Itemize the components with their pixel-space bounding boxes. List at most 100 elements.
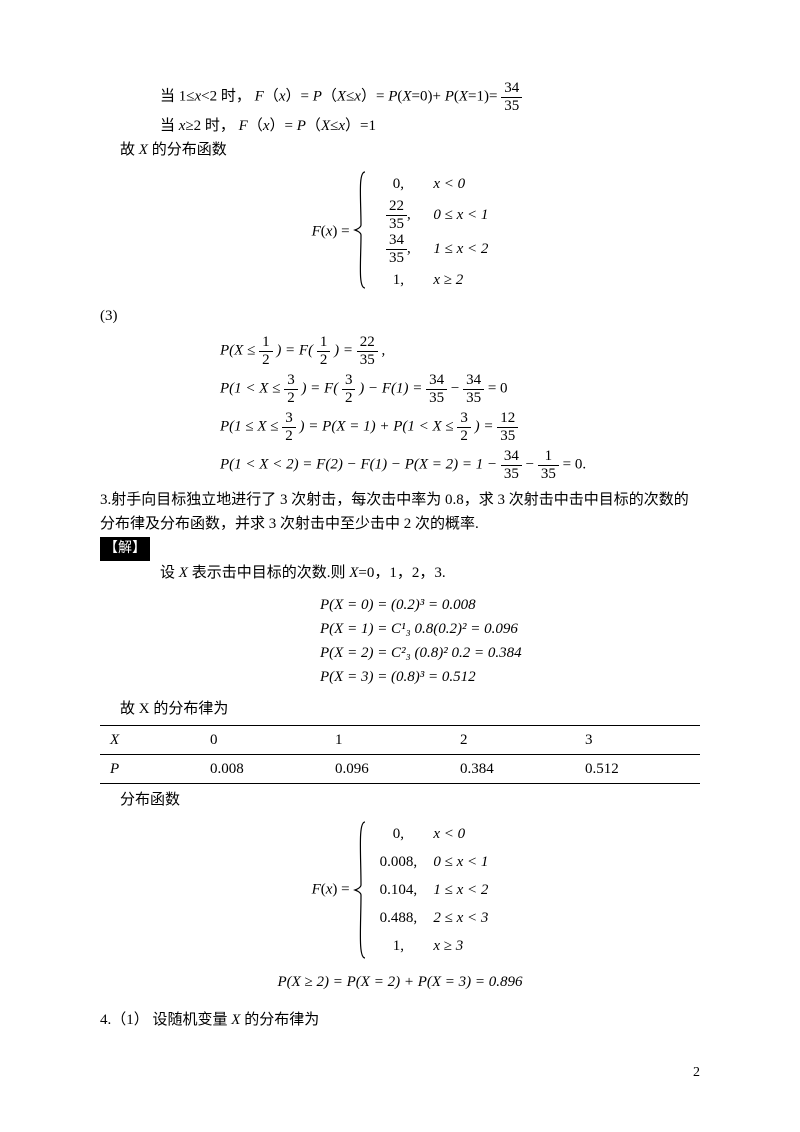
txt: ）= [361, 88, 384, 104]
var-X: X [349, 565, 358, 581]
txt: =0)+ [412, 88, 441, 104]
var-X: X [459, 88, 468, 104]
txt: ) = [475, 418, 498, 434]
piece-row: 2235,0 ≤ x < 1 [373, 198, 488, 232]
den: 2 [259, 352, 273, 369]
piece-val: 0.008, [373, 850, 423, 874]
txt: P(1 < X ≤ [220, 380, 284, 396]
cell: 3 [575, 726, 700, 755]
txt: =1)= [468, 88, 497, 104]
var-F: F [312, 223, 321, 239]
piece-val: 0.488, [373, 906, 423, 930]
table-row: X 0 1 2 3 [100, 726, 700, 755]
txt: = 0 [488, 380, 508, 396]
den: 2 [284, 390, 298, 407]
p-calc-2: P(X = 2) = C²₃ (0.8)² 0.2 = 0.384 [320, 641, 700, 665]
txt: 表示击中目标的次数.则 [188, 565, 349, 581]
txt: 的分布函数 [148, 142, 227, 158]
txt: , [381, 342, 385, 358]
txt: （ [322, 88, 337, 104]
txt: ) = [332, 223, 349, 239]
line-case-1le-x-lt2: 当 1≤x<2 时， F（x）= P（X≤x）= P(X=0)+ P(X=1)=… [160, 80, 700, 114]
txt: P(1 ≤ X ≤ [220, 418, 282, 434]
piece-row: 0.104,1 ≤ x < 2 [373, 876, 488, 904]
piece-row: 1,x ≥ 3 [373, 932, 488, 960]
jie-tag: 【解】 [100, 537, 150, 561]
den: 2 [317, 352, 331, 369]
cell: 0.384 [450, 755, 575, 784]
piece-rows: 0,x < 02235,0 ≤ x < 13435,1 ≤ x < 21,x ≥… [373, 170, 488, 294]
txt: （ [264, 88, 279, 104]
piece-cond: x < 0 [433, 172, 465, 196]
cell: 0.096 [325, 755, 450, 784]
piece-row: 0.488,2 ≤ x < 3 [373, 904, 488, 932]
txt: （ [306, 118, 321, 134]
question-3: 3.射手向目标独立地进行了 3 次射击，每次击中率为 0.8，求 3 次射击中击… [100, 488, 700, 536]
txt: ) = F( [276, 342, 313, 358]
eq-c: P(1 ≤ X ≤ 32 ) = P(X = 1) + P(1 < X ≤ 32… [220, 410, 700, 444]
piece-val: 0, [373, 822, 423, 846]
var-X: X [337, 88, 346, 104]
txt: ) = P(X = 1) + P(1 < X ≤ [300, 418, 458, 434]
line-dist-func-label: 故 X 的分布函数 [120, 138, 700, 162]
piece-cond: x ≥ 3 [433, 934, 463, 958]
num: 34 [501, 80, 522, 98]
txt: 当 [160, 118, 179, 134]
num: 1 [259, 334, 273, 352]
num: 1 [538, 448, 559, 466]
eq-block: P(X ≤ 12 ) = F( 12 ) = 2235 , P(1 < X ≤ … [220, 334, 700, 482]
var-F: F [255, 88, 264, 104]
eq-d: P(1 < X < 2) = F(2) − F(1) − P(X = 2) = … [220, 448, 700, 482]
txt: ≥2 时， [185, 118, 234, 134]
eq-b: P(1 < X ≤ 32 ) = F( 32 ) − F(1) = 3435 −… [220, 372, 700, 406]
den: 35 [357, 352, 378, 369]
p-calcs: P(X = 0) = (0.2)³ = 0.008 P(X = 1) = C¹₃… [320, 593, 700, 689]
txt: ) − F(1) = [359, 380, 426, 396]
den: 35 [501, 98, 522, 115]
var-P: P [297, 118, 306, 134]
num: 3 [282, 410, 296, 428]
txt: ）= [285, 88, 308, 104]
p-calc-1: P(X = 1) = C¹₃ 0.8(0.2)² = 0.096 [320, 617, 700, 641]
var-X: X [321, 118, 330, 134]
num: 34 [463, 372, 484, 390]
page-number: 2 [100, 1062, 700, 1084]
var-P: P [445, 88, 454, 104]
txt: <2 时， [201, 88, 251, 104]
piece-row: 0.008, 0 ≤ x < 1 [373, 848, 488, 876]
cell: P [100, 755, 200, 784]
piece-val: 2235, [373, 198, 423, 232]
txt: ）= [270, 118, 293, 134]
piece-cond: 1 ≤ x < 2 [433, 237, 488, 261]
txt: = 0. [563, 456, 586, 472]
p-ge-2: P(X ≥ 2) = P(X = 2) + P(X = 3) = 0.896 [100, 970, 700, 994]
txt: =0，1，2，3. [358, 565, 445, 581]
cell: X [100, 726, 200, 755]
piece-cond: x ≥ 2 [433, 268, 463, 292]
den: 2 [282, 428, 296, 445]
cell: 0 [200, 726, 325, 755]
var-P: P [313, 88, 322, 104]
line-case-x-ge2: 当 x≥2 时， F（x）= P（X≤x）=1 [160, 114, 700, 138]
txt: 当 1≤ [160, 88, 194, 104]
cell: 0.512 [575, 755, 700, 784]
txt: 故 [120, 142, 139, 158]
q3-sol-line1: 设 X 表示击中目标的次数.则 X=0，1，2，3. [160, 561, 700, 585]
piece-cond: 0 ≤ x < 1 [433, 850, 488, 874]
num: 3 [284, 372, 298, 390]
txt: ）=1 [345, 118, 376, 134]
question-4: 4.（1） 设随机变量 X 的分布律为 [100, 1008, 700, 1032]
den: 2 [342, 390, 356, 407]
cell: 1 [325, 726, 450, 755]
dist-func-label2: 分布函数 [120, 788, 700, 812]
txt: 的分布律为 [240, 1012, 319, 1028]
num: 3 [457, 410, 471, 428]
num: 22 [357, 334, 378, 352]
num: 34 [501, 448, 522, 466]
var-x: x [338, 118, 345, 134]
den: 35 [538, 466, 559, 483]
txt: 4.（1） 设随机变量 [100, 1012, 231, 1028]
num: 34 [426, 372, 447, 390]
piece-val: 3435, [373, 232, 423, 266]
txt: ) = [332, 882, 349, 898]
